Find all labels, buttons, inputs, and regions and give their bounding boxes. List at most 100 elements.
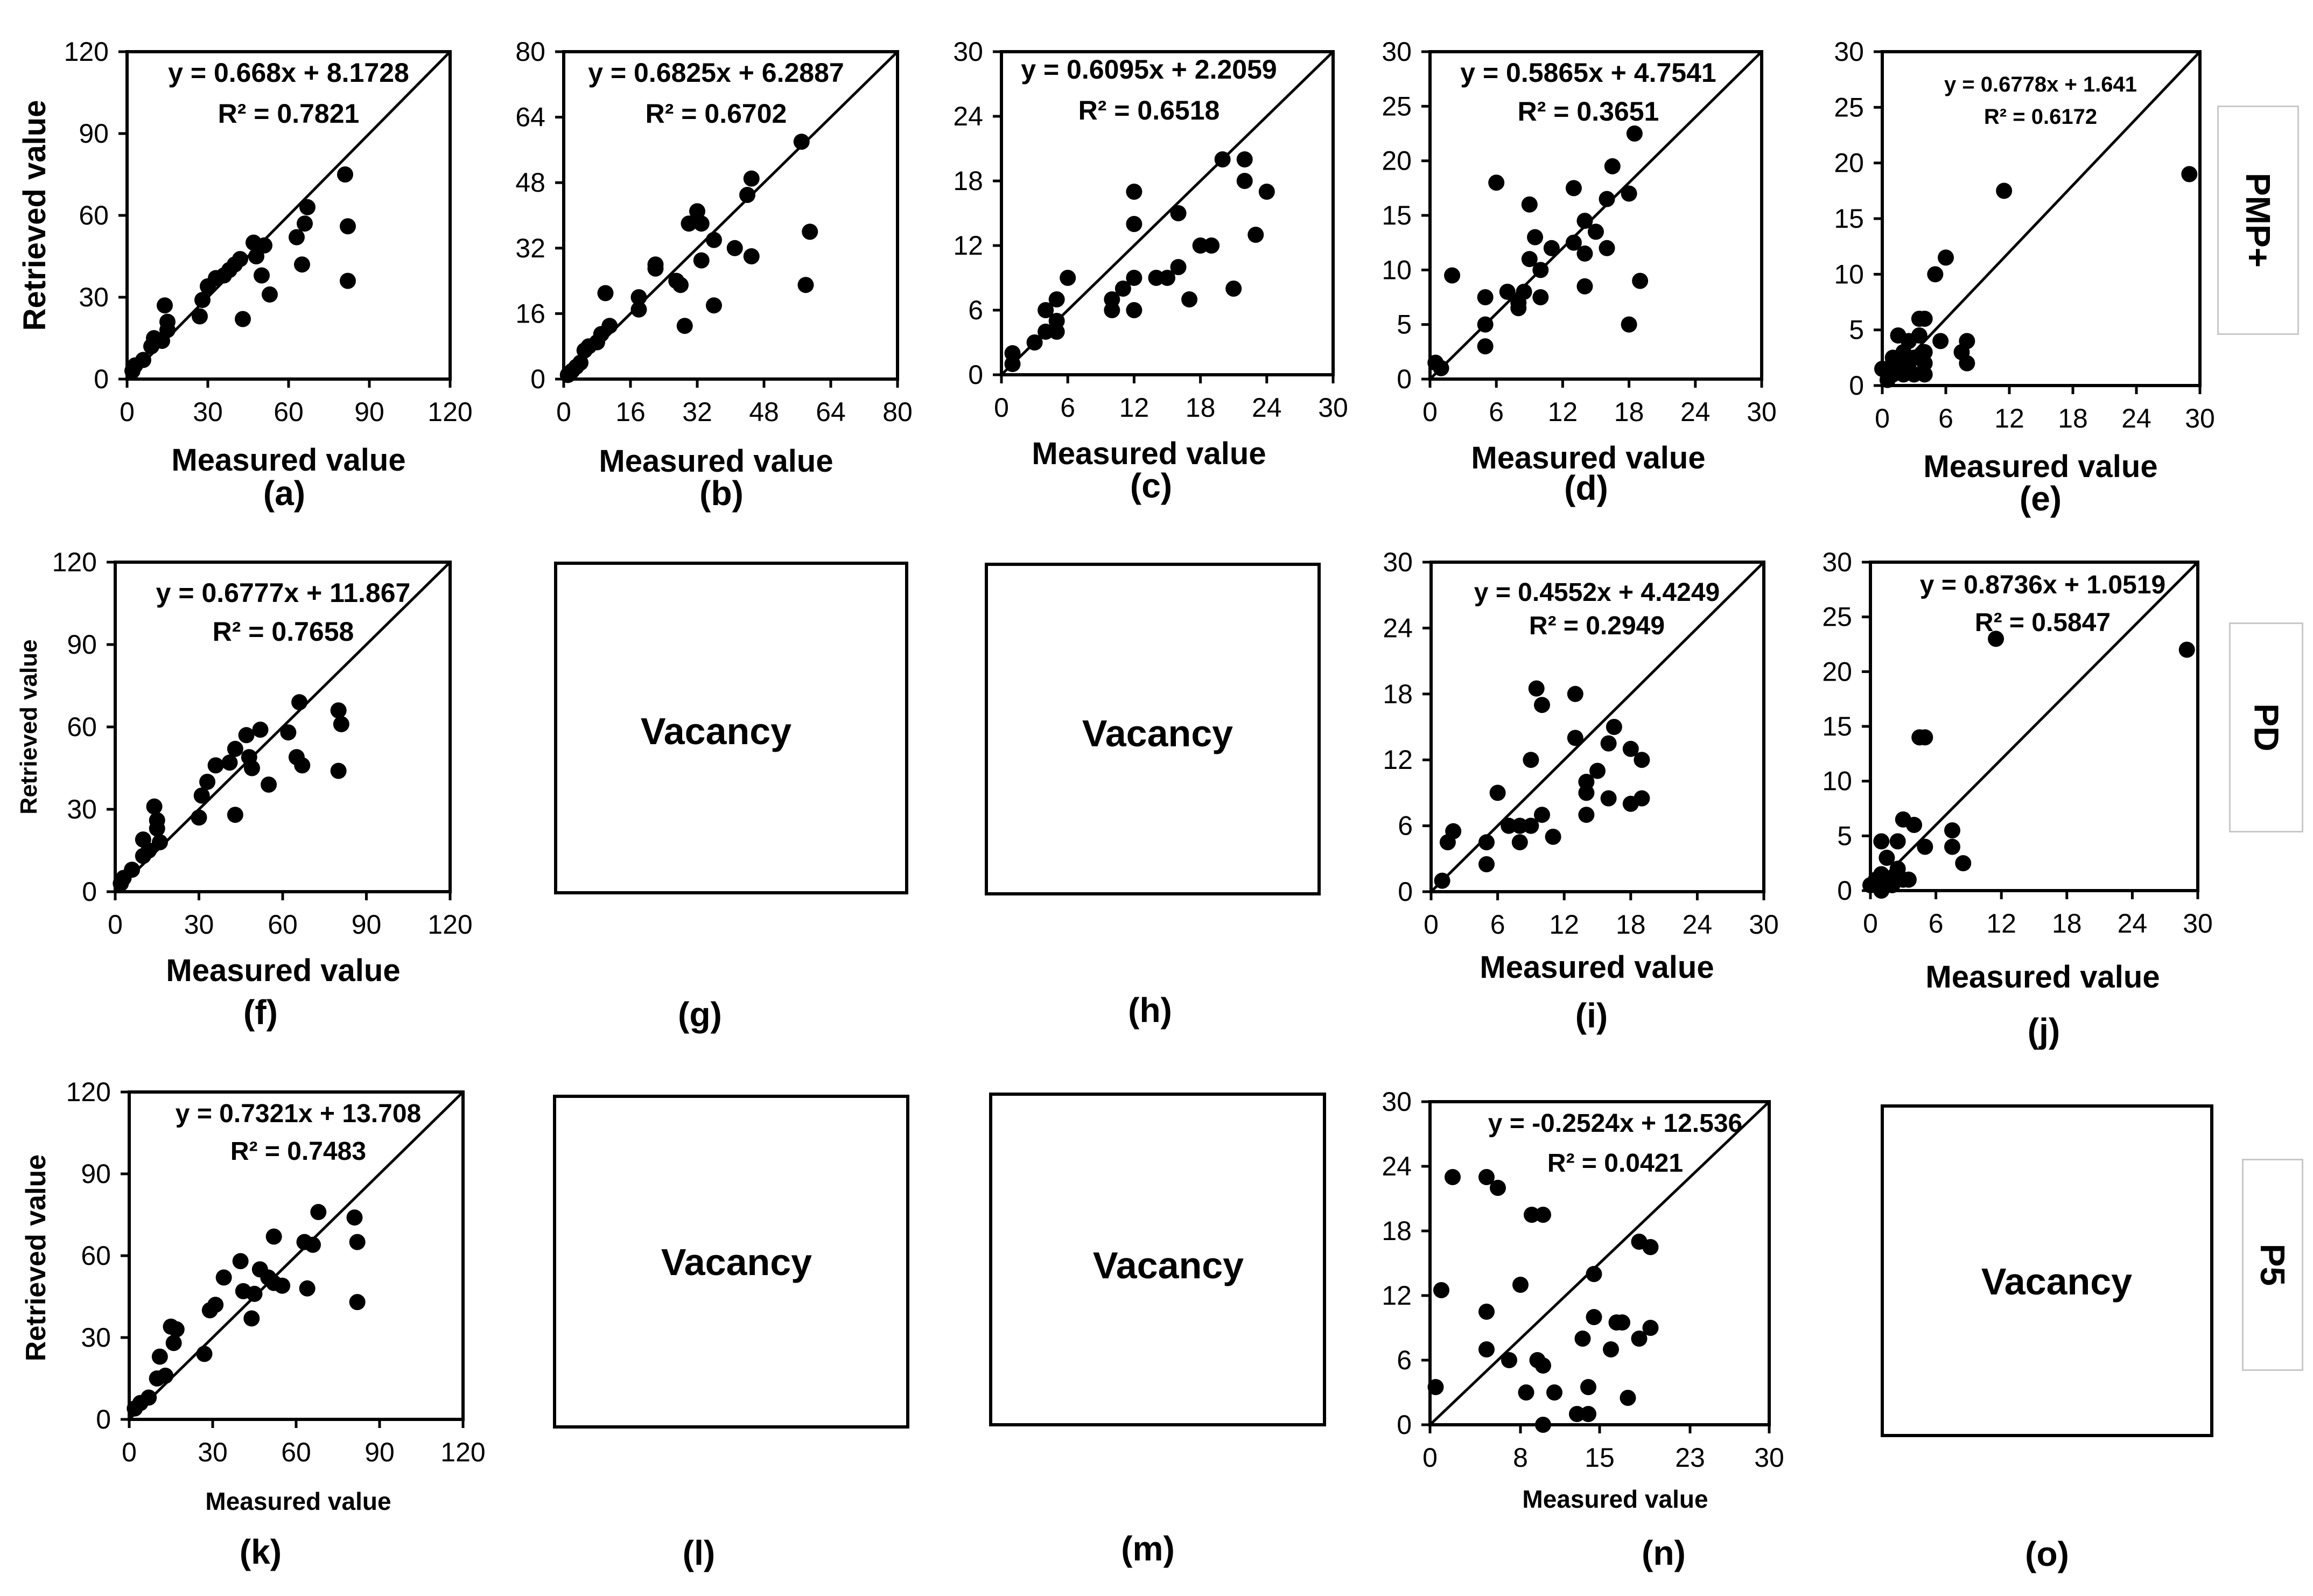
panel-l-group: (l) Vacancy [553, 1095, 909, 1572]
panel-j-point [1879, 850, 1895, 866]
panel-c-point [1170, 205, 1187, 221]
panel-c-point [1181, 291, 1198, 307]
panel-g-label: (g) [678, 995, 722, 1034]
panel-n-one-to-one-line [1429, 1101, 1770, 1426]
panel-c-point [1104, 291, 1120, 307]
panel-b-point [802, 223, 818, 240]
panel-n-point [1427, 1379, 1444, 1395]
panel-i-x-tick-label: 24 [1683, 909, 1713, 940]
panel-i-point [1567, 685, 1583, 702]
panel-m-vacancy-text: Vacancy [1093, 1244, 1244, 1286]
panel-k-one-to-one-line [128, 1091, 464, 1420]
panel-e-group: (e) 0 6 12 18 24 30 0 5 10 15 20 25 30 y = 0.6778x + 1… [1834, 37, 2214, 518]
panel-d-point [1521, 196, 1538, 213]
panel-o-vacancy-text: Vacancy [1981, 1261, 2132, 1303]
panel-a-y-tick-label: 30 [79, 282, 109, 312]
panel-n-point [1478, 1341, 1495, 1357]
panel-k-point [168, 1321, 185, 1338]
panel-k-label: (k) [240, 1532, 282, 1571]
panel-f-point [330, 702, 347, 719]
panel-f-point [207, 757, 224, 774]
panel-i-point [1528, 680, 1545, 697]
panel-b-group: (b) 0 16 32 48 64 80 0 16 32 48 64 80 y = 0.6825x + 6… [515, 37, 912, 513]
panel-n-point [1433, 1282, 1449, 1298]
panel-a-point [337, 166, 353, 183]
panel-k-x-tick-label: 90 [365, 1437, 395, 1467]
panel-i-point [1501, 817, 1517, 834]
panel-o-label: (o) [2025, 1535, 2069, 1573]
panel-j-x-tick-label: 18 [2052, 908, 2082, 939]
panel-a-y-tick-label: 90 [79, 118, 109, 149]
panel-n-point [1620, 1390, 1636, 1406]
panel-e-point [1959, 333, 1975, 349]
panel-c-point [1026, 334, 1043, 351]
panel-i-y-tick-label: 6 [1398, 811, 1413, 841]
panel-f-point [294, 757, 311, 774]
panel-l-label: (l) [683, 1534, 715, 1572]
panel-e-point [1938, 249, 1954, 266]
panel-c-point [1258, 184, 1275, 200]
panel-j-x-tick-label: 30 [2183, 908, 2213, 939]
panel-b-point [676, 318, 693, 334]
panel-k-point [346, 1209, 363, 1226]
panel-n-point [1580, 1379, 1596, 1395]
panel-a-point [294, 256, 310, 273]
panel-k-y-tick-label: 120 [66, 1077, 111, 1107]
panel-a-one-to-one-line [126, 51, 451, 380]
panel-i-point [1600, 790, 1617, 807]
panel-f-point [151, 834, 168, 851]
panel-a-point [135, 352, 151, 368]
panel-k-point [349, 1294, 366, 1311]
panel-f-point [291, 694, 308, 711]
panel-f-point [243, 760, 260, 776]
panel-d-point [1516, 283, 1532, 300]
panel-i-frame [1429, 561, 1765, 893]
panel-b-point [739, 187, 755, 203]
panel-e-point [1932, 333, 1949, 349]
panel-n-y-tick-label: 12 [1382, 1280, 1412, 1311]
panel-k-point [349, 1234, 366, 1250]
panel-i-x-tick-label: 12 [1549, 909, 1579, 940]
panel-d-point [1527, 229, 1544, 246]
panel-n-point [1535, 1417, 1551, 1433]
panel-c-x-tick-label: 24 [1252, 393, 1282, 423]
panel-d-point [1621, 316, 1637, 333]
panel-o-group: (o) Vacancy [1881, 1104, 2213, 1573]
panel-d-point [1632, 272, 1649, 289]
panel-n-point [1580, 1406, 1596, 1422]
panel-n-point [1546, 1384, 1562, 1401]
panel-e-y-tick-label: 30 [1834, 37, 1864, 67]
panel-c-x-tick-label: 6 [1060, 393, 1075, 423]
panel-a-y-tick-label: 60 [79, 200, 109, 230]
panel-i-x-axis-title: Measured value [1480, 950, 1714, 985]
panel-k-point [265, 1228, 282, 1245]
panel-a-point [262, 286, 278, 303]
panel-b-point [597, 285, 614, 302]
panel-c-label: (c) [1130, 466, 1172, 505]
panel-a-x-tick-label: 90 [354, 397, 384, 427]
panel-f-x-tick-label: 120 [427, 909, 472, 940]
panel-i-y-tick-label: 18 [1383, 679, 1413, 709]
panel-a-point [192, 308, 208, 325]
panel-f-point [252, 722, 269, 738]
panel-f-point [221, 754, 238, 771]
panel-e-equation: y = 0.6778x + 1.641 [1944, 73, 2137, 96]
panel-a-point [340, 218, 356, 235]
panel-e-point [2181, 166, 2198, 183]
panel-e-y-tick-label: 10 [1834, 259, 1864, 289]
panel-a-point [159, 313, 176, 330]
panel-d-point [1477, 289, 1494, 305]
panel-i-point [1478, 834, 1495, 851]
panel-j-y-tick-label: 0 [1837, 876, 1852, 906]
panel-f-point [193, 787, 210, 804]
panel-f-point [333, 716, 349, 732]
panel-k-y-tick-label: 30 [81, 1322, 111, 1353]
panel-k-y-tick-label: 90 [81, 1159, 111, 1189]
panel-d-point [1626, 125, 1643, 142]
panel-a-x-tick-label: 0 [120, 397, 135, 427]
panel-k-point [299, 1280, 316, 1297]
panel-i-point [1567, 730, 1583, 746]
panel-f-point [199, 774, 216, 790]
panel-j-label: (j) [2028, 1011, 2060, 1050]
panel-c-point [1126, 270, 1143, 286]
